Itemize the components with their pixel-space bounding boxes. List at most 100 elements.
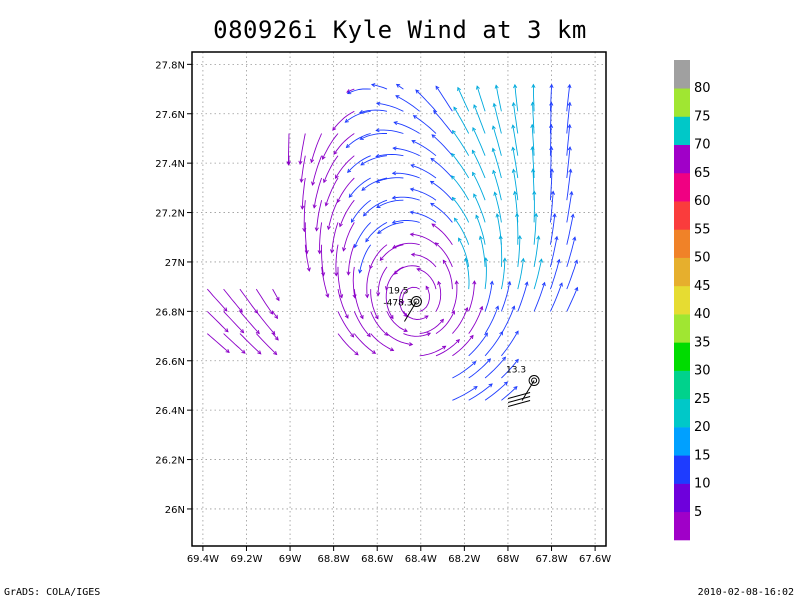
streamline [239, 333, 262, 355]
streamline-arrow [391, 171, 397, 176]
streamline-arrow [345, 143, 350, 149]
streamline [359, 109, 388, 114]
storm-annotations: 19.5 -478.3 13.3 [383, 286, 540, 407]
streamline [394, 121, 420, 134]
streamline-arrow [366, 333, 371, 338]
streamline [339, 199, 355, 227]
colorbar-label: 40 [694, 307, 711, 322]
streamline [336, 177, 355, 203]
streamline-arrow [513, 386, 518, 391]
streamline-arrow [574, 286, 579, 292]
streamline-arrow [317, 250, 322, 255]
streamline-arrow [324, 202, 329, 207]
streamline [532, 169, 535, 201]
streamline-arrow [255, 330, 260, 335]
streamline-arrow [569, 190, 574, 196]
streamline-arrow [358, 269, 363, 274]
colorbar-swatch [674, 285, 690, 315]
streamline [255, 288, 274, 315]
colorbar-swatch [674, 88, 690, 117]
streamline-arrow [344, 314, 349, 319]
streamline-arrow [552, 213, 557, 218]
streamline-arrow [439, 318, 444, 323]
streamline [321, 244, 325, 276]
wind-barb-icon [404, 301, 417, 322]
streamline-arrow [502, 257, 507, 262]
streamline-arrow [495, 305, 500, 310]
streamline [501, 306, 515, 334]
colorbar-label: 70 [694, 138, 711, 153]
x-tick-label: 69.4W [187, 554, 219, 565]
streamline [452, 197, 470, 223]
streamline-arrow [326, 225, 331, 231]
streamline [430, 180, 453, 201]
streamline [500, 281, 511, 312]
y-tick-label: 26.6N [155, 357, 185, 368]
streamline [385, 266, 404, 290]
streamline [255, 311, 276, 335]
streamline [337, 311, 354, 338]
streamline-arrow [377, 229, 382, 234]
y-tick-label: 27.4N [155, 159, 185, 170]
streamline-arrow [274, 314, 279, 320]
streamline [351, 199, 371, 223]
colorbar-swatch [674, 511, 690, 541]
streamline [566, 169, 572, 201]
streamline-arrow [352, 294, 357, 299]
streamline-arrow [453, 106, 458, 111]
streamline [494, 192, 502, 223]
colorbar-label: 25 [694, 392, 711, 407]
streamline-arrow [375, 153, 380, 158]
streamline-arrow [430, 202, 435, 207]
streamline-arrow [494, 84, 499, 89]
streamline [300, 155, 306, 183]
streamline-arrow [359, 314, 364, 320]
streamline-arrow [479, 305, 484, 311]
streamline [239, 311, 260, 334]
streamline-arrow [257, 350, 262, 355]
streamline [475, 215, 486, 245]
streamline [484, 381, 508, 401]
streamline [206, 288, 228, 312]
streamline [345, 110, 371, 123]
storm-label-bottom: -478.3 [383, 298, 412, 308]
streamline [484, 331, 503, 357]
streamline-arrow [486, 358, 492, 363]
streamline [492, 170, 502, 201]
streamline [473, 193, 486, 223]
x-axis-ticks: 69.4W 69.2W 69W 68.8W 68.6W 68.4W 68.2W 68W 67.8… [187, 546, 611, 565]
streamline-arrow [359, 136, 364, 140]
streamline-arrow [330, 249, 335, 254]
streamline [287, 133, 290, 165]
colorbar-swatch [674, 144, 690, 174]
streamline-arrow [434, 242, 439, 247]
streamline-arrow [536, 235, 541, 240]
streamline [419, 345, 446, 357]
streamline [353, 289, 364, 319]
wind-barb-flag-icon [507, 396, 531, 403]
streamline [566, 287, 578, 312]
streamline-arrow [435, 85, 440, 90]
streamline-arrow [472, 280, 477, 285]
streamline [549, 282, 563, 312]
streamline [403, 332, 431, 337]
streamline [433, 110, 453, 134]
streamline-arrow [415, 89, 420, 94]
streamline [430, 203, 453, 223]
streamline [419, 319, 444, 335]
y-axis-ticks: 26N 26.2N 26.4N 26.6N 26.8N 27N 27.2N 27.4N 27.6… [155, 60, 192, 516]
streamline-arrow [492, 102, 497, 108]
streamline [360, 133, 387, 140]
colorbar-label: 20 [694, 420, 711, 435]
streamline-arrow [311, 181, 316, 186]
streamline [396, 84, 404, 90]
footer-timestamp: 2010-02-08-16:02 [697, 587, 794, 598]
streamline-arrow [567, 101, 572, 107]
x-tick-label: 68.2W [448, 554, 480, 565]
streamline-arrow [473, 386, 478, 390]
streamline-arrow [491, 147, 496, 152]
footer-credit: GrADS: COLA/IGES [4, 587, 101, 598]
streamline [549, 213, 556, 245]
colorbar-swatch [674, 398, 690, 428]
colorbar-label: 50 [694, 251, 711, 266]
